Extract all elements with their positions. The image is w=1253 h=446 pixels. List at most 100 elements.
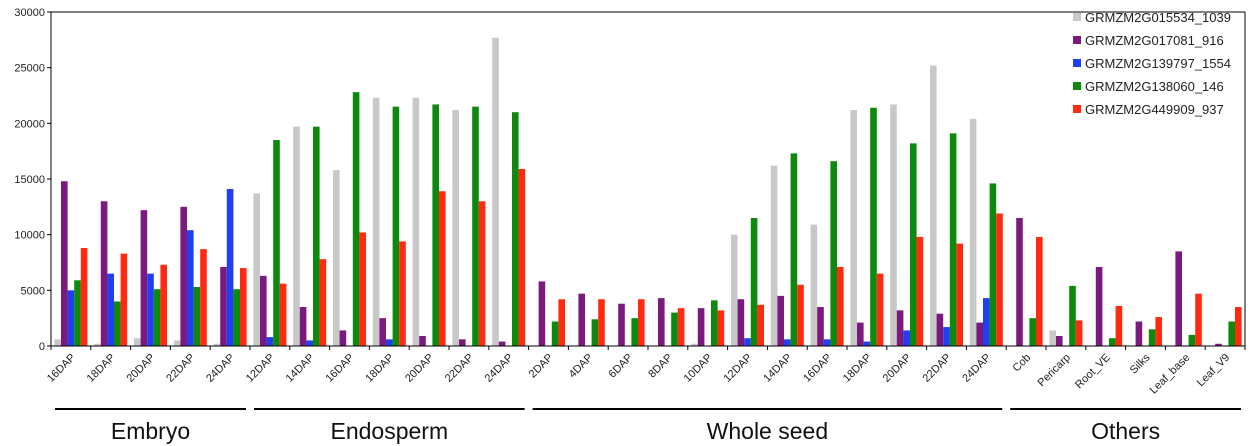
x-category-label: 22DAP [443, 352, 476, 385]
bar-GRMZM2G015534_1039-16DAP [333, 170, 340, 346]
bar-GRMZM2G015534_1039-12DAP [731, 234, 738, 346]
legend-label: GRMZM2G015534_1039 [1085, 10, 1231, 25]
x-category-label: 22DAP [164, 352, 197, 385]
bar-GRMZM2G017081_916-20DAP [419, 335, 426, 346]
x-category-label: Pericarp [1036, 352, 1073, 389]
bar-GRMZM2G015534_1039-12DAP [253, 193, 260, 346]
x-category-label: 2DAP [527, 352, 556, 381]
x-category-label: Cob [1010, 352, 1033, 375]
bar-GRMZM2G449909_937-24DAP [240, 268, 247, 346]
bar-GRMZM2G017081_916-Leaf_base [1175, 251, 1182, 346]
x-category-label: 18DAP [363, 352, 396, 385]
bar-GRMZM2G139797_1554-18DAP [863, 341, 871, 346]
legend-swatch [1073, 36, 1081, 44]
x-category-label: 24DAP [204, 352, 237, 385]
y-tick-label: 15000 [14, 174, 45, 186]
bar-GRMZM2G017081_916-14DAP [777, 295, 784, 346]
bar-GRMZM2G015534_1039-Pericarp [1049, 330, 1056, 346]
legend-label: GRMZM2G449909_937 [1085, 102, 1224, 117]
bar-GRMZM2G015534_1039-14DAP [770, 165, 778, 346]
x-category-label: Silks [1128, 351, 1153, 376]
bar-GRMZM2G138060_146-8DAP [671, 312, 678, 346]
legend-label: GRMZM2G017081_916 [1085, 33, 1224, 48]
bar-GRMZM2G015534_1039-20DAP [134, 338, 141, 346]
bar-GRMZM2G139797_1554-16DAP [823, 339, 831, 346]
bar-GRMZM2G138060_146-24DAP [233, 289, 240, 346]
bar-GRMZM2G015534_1039-14DAP [293, 126, 300, 346]
bar-GRMZM2G017081_916-16DAP [339, 330, 347, 346]
bar-GRMZM2G139797_1554-16DAP [67, 290, 75, 346]
x-category-label: 8DAP [646, 352, 675, 381]
bar-GRMZM2G015534_1039-24DAP [213, 343, 221, 346]
legend-swatch [1073, 13, 1081, 21]
bar-GRMZM2G015534_1039-24DAP [492, 37, 499, 347]
bar-GRMZM2G017081_916-Silks [1135, 321, 1143, 346]
bar-GRMZM2G139797_1554-12DAP [744, 338, 751, 346]
bar-GRMZM2G015534_1039-16DAP [54, 339, 61, 346]
bar-GRMZM2G138060_146-24DAP [512, 112, 519, 346]
bar-GRMZM2G015534_1039-20DAP [890, 104, 897, 346]
bar-GRMZM2G449909_937-16DAP [837, 266, 844, 346]
bar-GRMZM2G138060_146-6DAP [631, 318, 638, 346]
bar-GRMZM2G015534_1039-18DAP [94, 343, 101, 346]
bar-GRMZM2G449909_937-Pericarp [1075, 320, 1083, 346]
bar-GRMZM2G449909_937-22DAP [478, 201, 486, 346]
x-category-label: 16DAP [45, 352, 78, 385]
x-category-label: 18DAP [841, 352, 874, 385]
bar-GRMZM2G449909_937-Root_VE [1115, 305, 1123, 346]
bar-GRMZM2G138060_146-Leaf_V9 [1228, 321, 1235, 346]
bar-GRMZM2G015534_1039-10DAP [691, 343, 698, 346]
legend-label: GRMZM2G139797_1554 [1085, 56, 1231, 71]
bar-GRMZM2G138060_146-20DAP [910, 143, 917, 346]
bar-GRMZM2G139797_1554-22DAP [943, 327, 950, 346]
bar-GRMZM2G017081_916-12DAP [260, 275, 267, 346]
bar-GRMZM2G138060_146-22DAP [193, 286, 201, 346]
y-tick-label: 30000 [14, 7, 45, 19]
bar-GRMZM2G017081_916-2DAP [538, 281, 546, 346]
bar-GRMZM2G449909_937-20DAP [160, 264, 167, 346]
bar-GRMZM2G015534_1039-20DAP [412, 97, 420, 346]
bar-GRMZM2G017081_916-22DAP [180, 206, 187, 346]
bar-GRMZM2G139797_1554-18DAP [386, 339, 393, 346]
bar-GRMZM2G015534_1039-18DAP [850, 109, 857, 346]
y-tick-label: 10000 [14, 230, 45, 242]
x-category-label: 14DAP [761, 352, 794, 385]
x-category-label: 12DAP [244, 352, 277, 385]
bar-GRMZM2G017081_916-24DAP [976, 322, 983, 346]
group-label: Embryo [111, 418, 190, 444]
bar-GRMZM2G449909_937-12DAP [757, 304, 764, 346]
bar-GRMZM2G138060_146-18DAP [392, 106, 400, 346]
bar-GRMZM2G017081_916-10DAP [697, 308, 705, 346]
bar-GRMZM2G449909_937-16DAP [80, 248, 88, 346]
bar-GRMZM2G015534_1039-24DAP [969, 118, 977, 346]
bar-GRMZM2G449909_937-20DAP [916, 236, 924, 346]
bar-GRMZM2G139797_1554-20DAP [147, 273, 154, 346]
bar-GRMZM2G017081_916-22DAP [459, 339, 466, 346]
legend-swatch [1073, 59, 1081, 67]
y-tick-label: 0 [39, 341, 45, 353]
bar-GRMZM2G138060_146-10DAP [711, 300, 718, 346]
bar-GRMZM2G017081_916-6DAP [618, 303, 625, 346]
x-category-label: 12DAP [721, 352, 754, 385]
bar-GRMZM2G449909_937-Cob [1036, 236, 1043, 346]
bar-GRMZM2G017081_916-16DAP [817, 307, 824, 346]
bar-GRMZM2G017081_916-16DAP [61, 181, 68, 346]
x-category-label: 16DAP [801, 352, 834, 385]
bar-GRMZM2G449909_937-12DAP [279, 283, 287, 346]
bar-GRMZM2G138060_146-Pericarp [1069, 285, 1076, 346]
bar-GRMZM2G449909_937-18DAP [399, 241, 406, 346]
bar-GRMZM2G139797_1554-14DAP [306, 340, 313, 346]
bar-GRMZM2G139797_1554-22DAP [187, 230, 194, 346]
bar-GRMZM2G139797_1554-24DAP [983, 298, 990, 346]
x-category-label: Root_VE [1073, 352, 1113, 392]
x-category-label: 20DAP [881, 352, 914, 385]
bar-GRMZM2G017081_916-22DAP [936, 313, 944, 346]
bar-GRMZM2G449909_937-10DAP [717, 310, 725, 346]
bar-GRMZM2G449909_937-22DAP [956, 243, 963, 346]
bar-GRMZM2G017081_916-20DAP [896, 310, 904, 346]
bar-GRMZM2G138060_146-14DAP [790, 153, 798, 346]
x-category-label: 16DAP [323, 352, 356, 385]
bar-GRMZM2G138060_146-16DAP [830, 161, 837, 346]
